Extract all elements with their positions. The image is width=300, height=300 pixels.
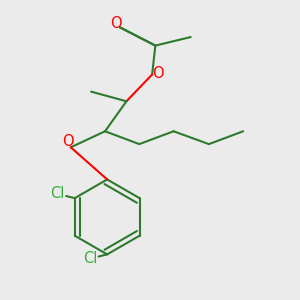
Text: O: O xyxy=(110,16,122,31)
Text: O: O xyxy=(152,66,163,81)
Text: Cl: Cl xyxy=(50,186,65,201)
Text: Cl: Cl xyxy=(83,251,97,266)
Text: O: O xyxy=(62,134,74,149)
